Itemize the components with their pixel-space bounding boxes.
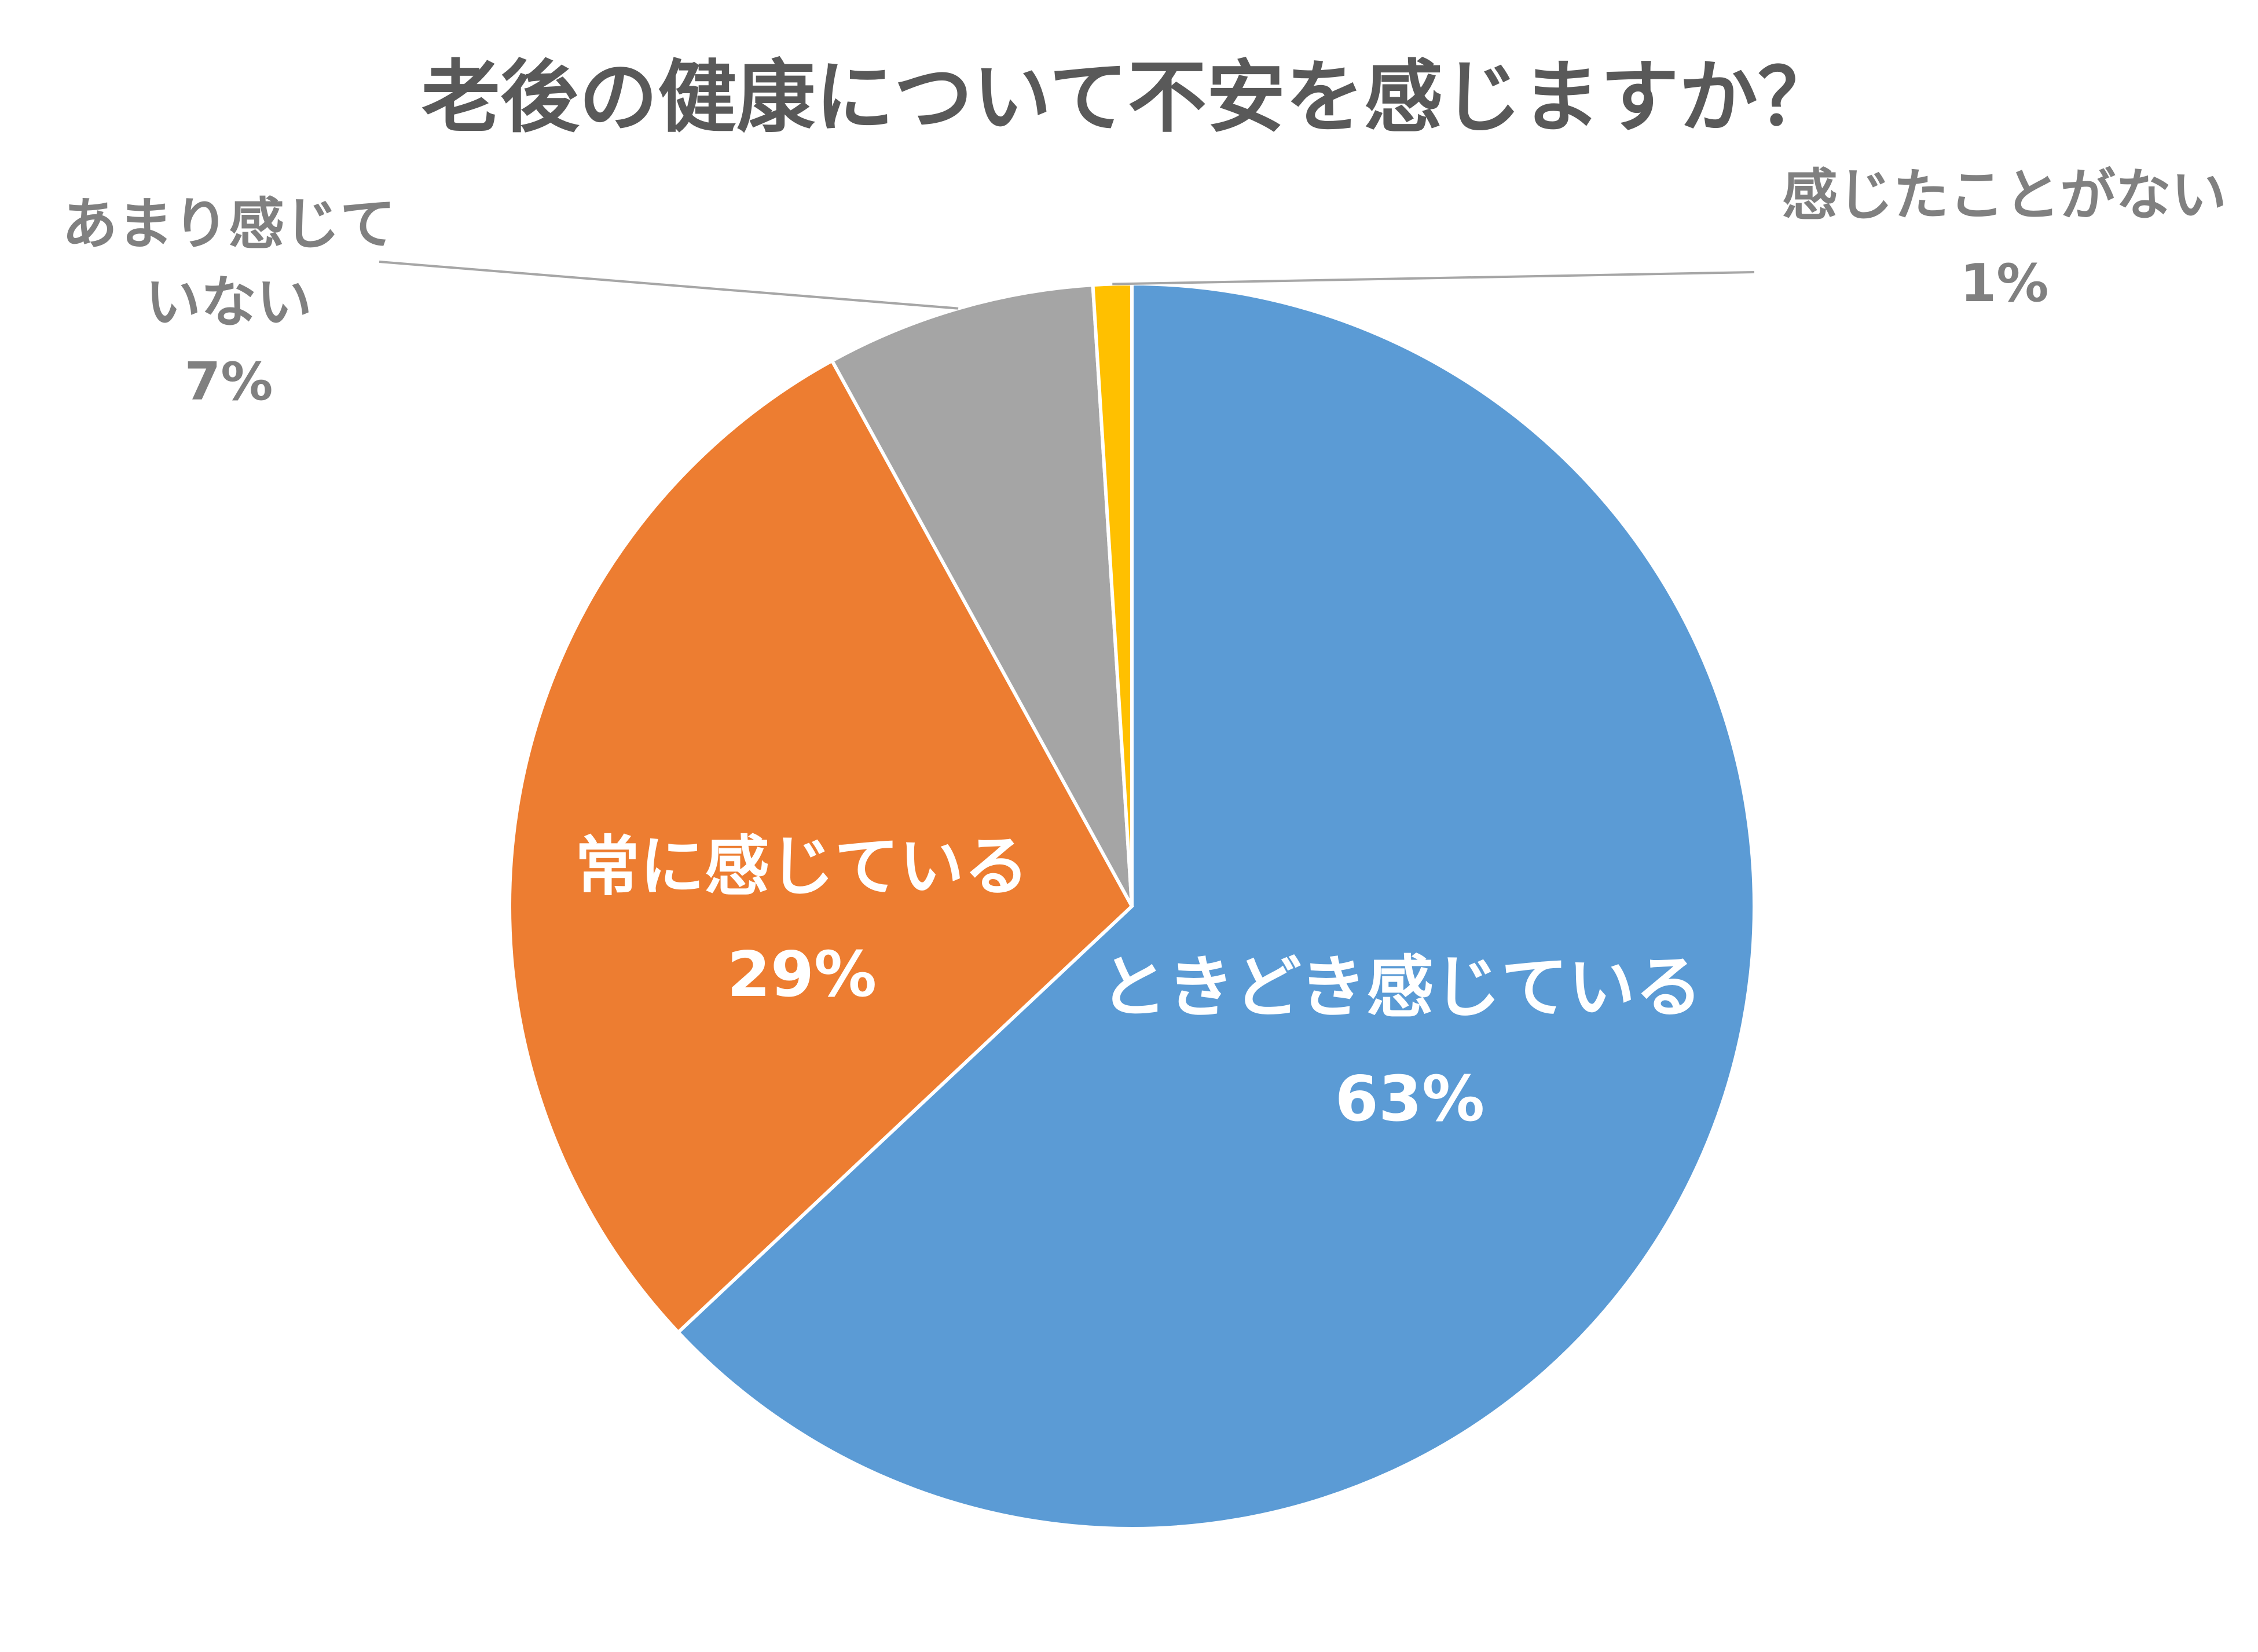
chart-title: 老後の健康について不安を感じますか？ <box>421 52 1837 144</box>
data-label-slice-4-value: 1% <box>1960 253 2049 314</box>
data-label-slice-1-value: 63% <box>1335 1063 1485 1135</box>
data-label-slice-4-name: 感じたことがない <box>1782 163 2227 228</box>
data-label-slice-3-value: 7% <box>185 351 273 412</box>
data-label-slice-3-name-line-2: いない <box>145 270 312 335</box>
slices-layer <box>508 281 1756 1530</box>
leader-lines-layer <box>379 261 1755 310</box>
data-label-slice-2-name: 常に感じている <box>575 829 1029 904</box>
data-label-slice-2-value: 29% <box>727 939 877 1011</box>
pie-slice-1 <box>676 281 1756 1530</box>
pie-slice-2 <box>508 358 1134 1335</box>
leader-line-slice-4 <box>1112 271 1755 285</box>
data-label-slice-3-name-line-1: あまり感じて <box>62 192 395 257</box>
data-label-slice-1-name: ときどき感じている <box>1100 948 1703 1027</box>
leader-line-slice-3 <box>379 261 959 310</box>
